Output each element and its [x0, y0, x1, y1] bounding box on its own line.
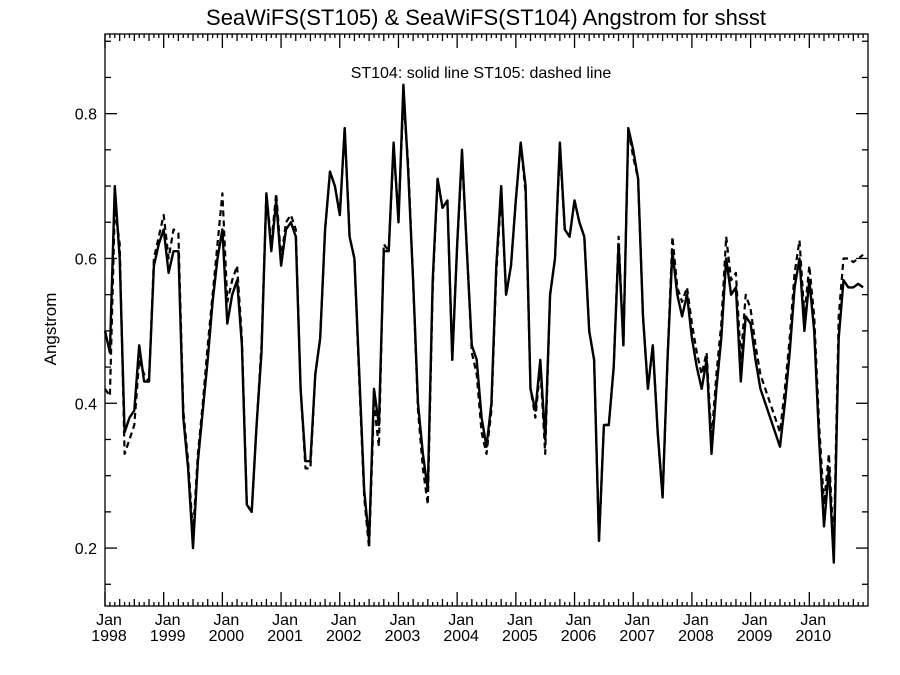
y-axis-ticks: 0.2 0.4 0.6 0.8 [75, 40, 868, 585]
x-tick-year-label: 2007 [619, 628, 655, 645]
series-line-st105 [104, 98, 864, 550]
x-tick-year-label: 2000 [209, 628, 245, 645]
chart-title: SeaWiFS(ST105) & SeaWiFS(ST104) Angstrom… [206, 5, 766, 30]
x-tick-month-label: Jan [566, 612, 592, 629]
y-axis-label: Angstrom [41, 293, 60, 366]
x-tick-month-label: Jan [507, 612, 533, 629]
x-tick-year-label: 1999 [150, 628, 186, 645]
legend-annotation: ST104: solid line ST105: dashed line [351, 65, 612, 82]
x-tick-year-label: 2003 [385, 628, 421, 645]
x-tick-month-label: Jan [683, 612, 709, 629]
plot-frame [104, 33, 869, 607]
x-tick-month-label: Jan [331, 612, 357, 629]
x-tick-year-label: 1998 [91, 628, 127, 645]
x-axis-ticks: Jan1998Jan1999Jan2000Jan2001Jan2002Jan20… [91, 34, 864, 645]
y-tick-label: 0.8 [75, 107, 97, 124]
x-tick-year-label: 2010 [796, 628, 832, 645]
x-tick-month-label: Jan [272, 612, 298, 629]
x-tick-month-label: Jan [448, 612, 474, 629]
x-tick-month-label: Jan [624, 612, 650, 629]
x-tick-year-label: 2002 [326, 628, 362, 645]
x-tick-year-label: 2005 [502, 628, 538, 645]
y-tick-label: 0.2 [75, 541, 97, 558]
x-tick-year-label: 2009 [737, 628, 773, 645]
x-tick-month-label: Jan [155, 612, 181, 629]
x-tick-month-label: Jan [96, 612, 122, 629]
x-tick-month-label: Jan [213, 612, 239, 629]
y-tick-label: 0.4 [75, 396, 97, 413]
x-tick-month-label: Jan [390, 612, 416, 629]
x-tick-year-label: 2008 [678, 628, 714, 645]
x-tick-year-label: 2004 [443, 628, 479, 645]
series-line-st104 [103, 83, 864, 564]
x-tick-month-label: Jan [742, 612, 768, 629]
x-tick-month-label: Jan [800, 612, 826, 629]
series-layer [103, 83, 864, 564]
y-tick-label: 0.6 [75, 251, 97, 268]
x-tick-year-label: 2001 [267, 628, 303, 645]
x-tick-year-label: 2006 [561, 628, 597, 645]
